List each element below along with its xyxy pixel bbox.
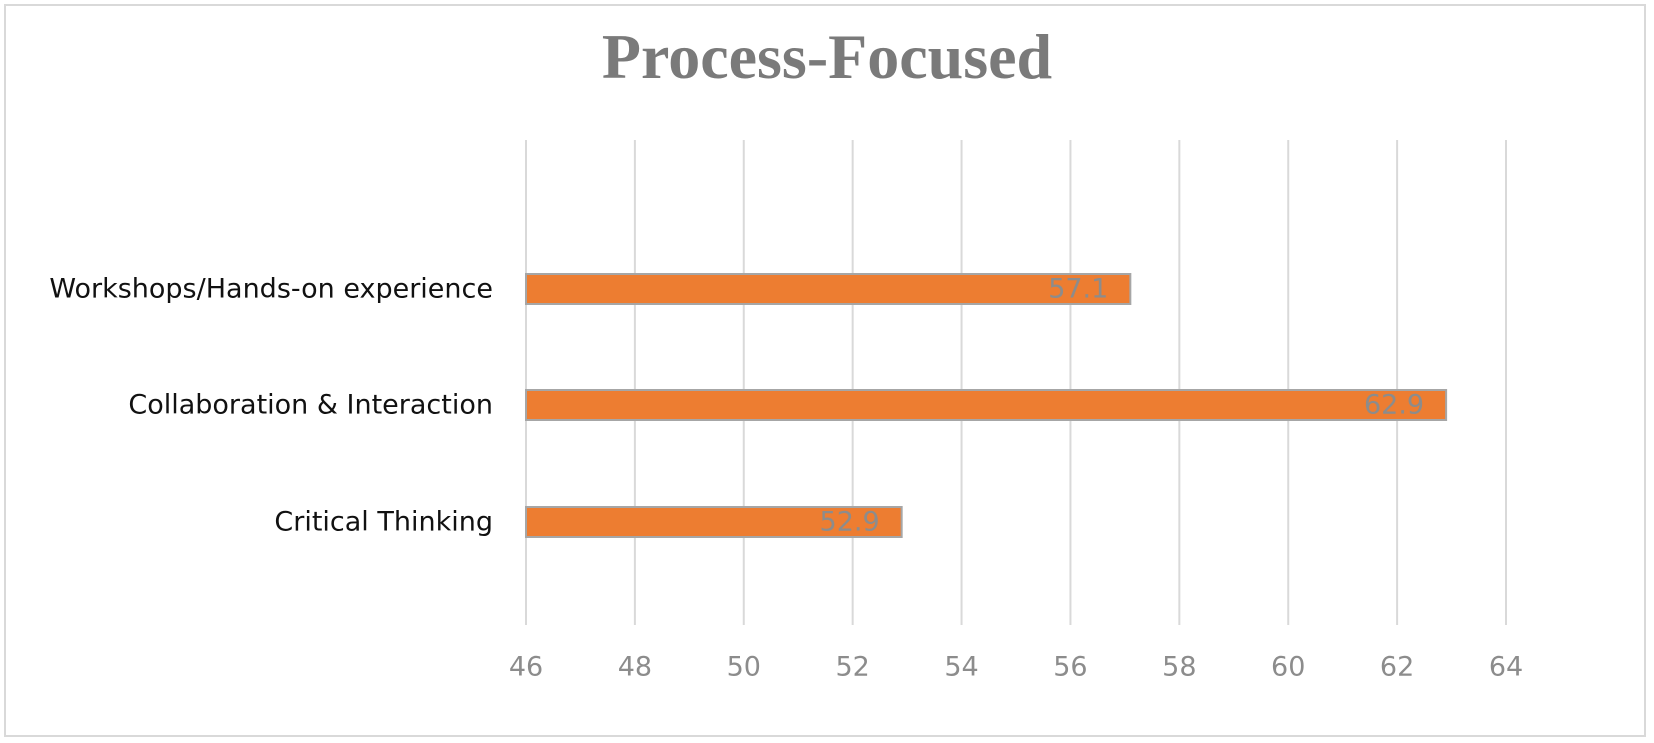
x-tick-label: 46	[509, 652, 543, 683]
bar	[525, 506, 903, 538]
x-tick-label: 54	[944, 652, 978, 683]
category-label: Critical Thinking	[274, 507, 493, 538]
data-labels: 57.1 62.9 52.9	[820, 274, 1425, 538]
x-tick-label: 50	[727, 652, 761, 683]
bars	[525, 273, 1448, 538]
x-tick-label: 64	[1489, 652, 1523, 683]
bar	[525, 389, 1448, 421]
category-label: Workshops/Hands-on experience	[49, 274, 493, 305]
x-tick-label: 60	[1271, 652, 1305, 683]
data-label: 52.9	[820, 507, 880, 538]
gridlines	[525, 140, 1507, 625]
x-tick-label: 48	[618, 652, 652, 683]
category-labels: Workshops/Hands-on experience Collaborati…	[49, 274, 493, 538]
data-label: 57.1	[1048, 274, 1108, 305]
chart-frame	[4, 4, 1646, 737]
x-axis-tick-labels: 46 48 50 52 54 56 58 60 62 64	[509, 652, 1523, 683]
data-label: 62.9	[1364, 390, 1424, 421]
x-tick-label: 58	[1162, 652, 1196, 683]
chart-title: Process-Focused	[601, 21, 1053, 92]
bar	[525, 273, 1132, 305]
x-tick-label: 56	[1053, 652, 1087, 683]
x-tick-label: 62	[1380, 652, 1414, 683]
category-label: Collaboration & Interaction	[128, 390, 493, 421]
x-tick-label: 52	[835, 652, 869, 683]
